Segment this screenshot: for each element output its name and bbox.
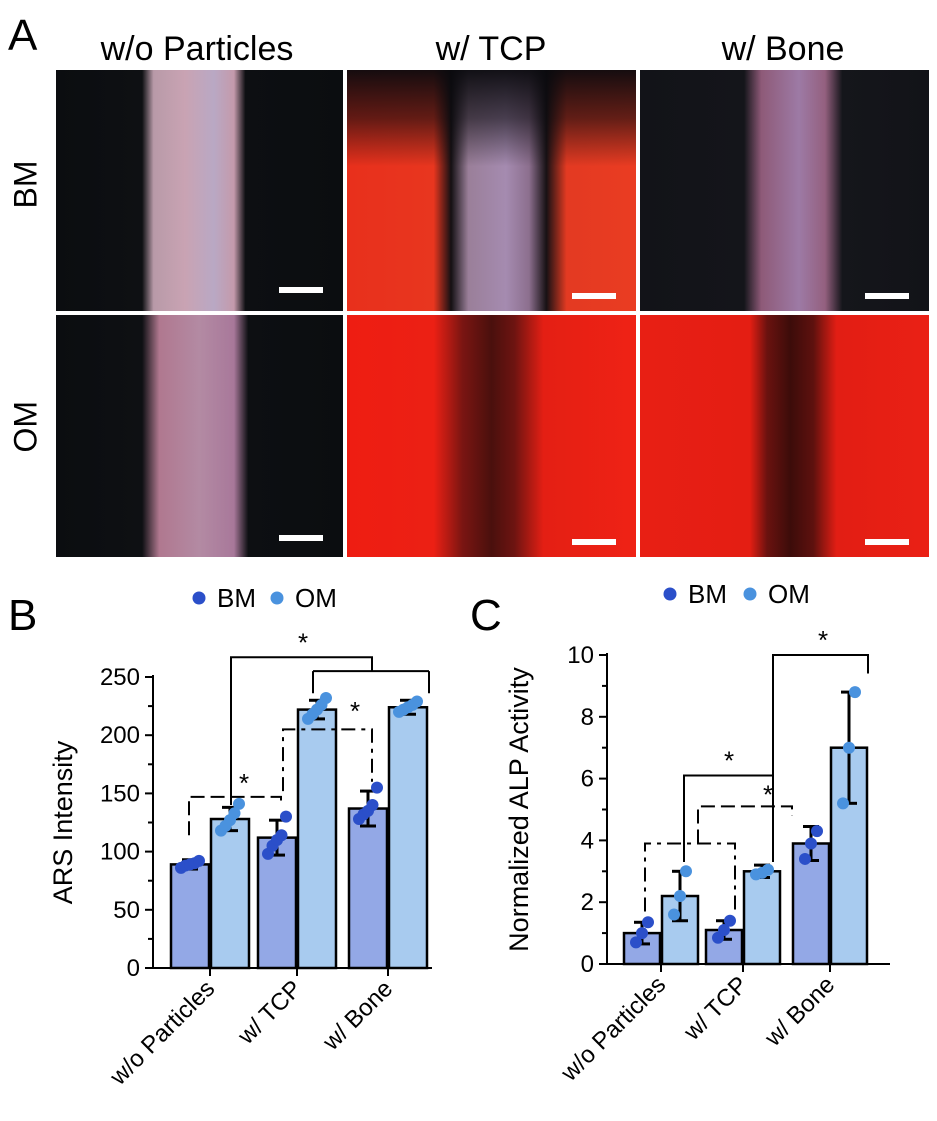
- chart-ars-intensity: 0 50 100 150 200 250 ARS Intensity BM OM w/o Part…: [48, 583, 432, 1091]
- significance-star: *: [818, 625, 828, 655]
- data-point-bm: [805, 837, 817, 850]
- significance-bracket: [188, 795, 282, 836]
- micrograph-bm-tcp: [347, 70, 636, 311]
- data-point-bm: [636, 927, 648, 940]
- scale-bar: [572, 539, 616, 545]
- y-tick-label: 150: [100, 780, 140, 807]
- scale-bar: [865, 293, 909, 299]
- micrograph-bm-without-particles: [56, 70, 343, 311]
- chart-alp-activity: 0 2 4 6 8 10 Normalized ALP Activity BM OM w/o Pa…: [504, 579, 890, 1087]
- data-point-om: [762, 863, 774, 876]
- panel-b-letter: B: [8, 591, 38, 640]
- micrograph-om-without-particles: [56, 315, 343, 557]
- y-tick-label: 0: [581, 951, 594, 978]
- y-axis-label: ARS Intensity: [48, 740, 78, 904]
- x-tick-label: w/ TCP: [678, 971, 753, 1046]
- y-tick-label: 6: [581, 766, 594, 793]
- x-tick-label: w/ Bone: [317, 975, 398, 1056]
- column-title-without-particles: w/o Particles: [100, 30, 294, 68]
- bar-bm: [347, 807, 389, 970]
- scale-bar: [279, 535, 323, 541]
- data-point-bm: [630, 936, 642, 949]
- legend-marker-om: [270, 591, 284, 605]
- data-point-om: [849, 686, 861, 699]
- data-point-bm: [799, 852, 811, 865]
- significance-bracket: [683, 774, 774, 863]
- bar-om: [742, 870, 782, 966]
- data-point-om: [228, 807, 241, 820]
- legend-label-bm: BM: [217, 583, 256, 613]
- bar-om: [387, 706, 429, 970]
- data-point-bm: [811, 825, 823, 838]
- legend-marker-bm: [192, 591, 206, 605]
- significance-star: *: [724, 745, 734, 775]
- y-tick-label: 4: [581, 827, 594, 854]
- micrograph-bm-bone: [640, 70, 929, 311]
- data-point-bm: [642, 916, 654, 929]
- significance-bracket: [697, 805, 793, 844]
- data-point-om: [411, 695, 423, 708]
- data-point-bm: [371, 781, 383, 794]
- panel-c-letter: C: [470, 591, 502, 640]
- y-tick-label: 0: [127, 955, 140, 982]
- legend-label-om: OM: [295, 583, 337, 613]
- significance-star: *: [239, 768, 249, 798]
- data-point-om: [837, 797, 849, 810]
- data-point-om: [680, 865, 692, 878]
- significance-star: *: [350, 696, 360, 726]
- data-point-om: [320, 691, 332, 704]
- legend-marker-om: [743, 587, 757, 601]
- significance-bracket: [644, 842, 736, 912]
- y-axis-label: Normalized ALP Activity: [504, 667, 534, 952]
- y-tick-label: 100: [100, 839, 140, 866]
- x-tick-label: w/o Particles: [104, 975, 220, 1091]
- column-title-bone: w/ Bone: [721, 30, 845, 68]
- data-point-om: [843, 741, 855, 754]
- data-point-bm: [724, 914, 736, 927]
- micrograph-om-tcp: [347, 315, 636, 557]
- bar-om: [209, 817, 251, 970]
- y-tick-label: 200: [100, 722, 140, 749]
- y-tick-label: 10: [567, 642, 594, 669]
- y-tick-label: 250: [100, 664, 140, 691]
- significance-bracket: [282, 728, 373, 792]
- bar-bm: [169, 863, 211, 970]
- scale-bar: [572, 293, 616, 299]
- legend-marker-bm: [663, 587, 677, 601]
- significance-star: *: [298, 627, 308, 657]
- data-point-bm: [275, 829, 288, 842]
- micrograph-om-bone: [640, 315, 929, 557]
- significance-star: *: [763, 779, 773, 809]
- data-point-om: [674, 890, 686, 903]
- bar-bm: [256, 836, 298, 970]
- y-tick-label: 8: [581, 704, 594, 731]
- x-tick-label: w/o Particles: [555, 971, 671, 1087]
- y-tick-label: 50: [113, 897, 140, 924]
- row-title-om: OM: [7, 400, 44, 453]
- x-tick-label: w/ TCP: [232, 975, 307, 1050]
- data-point-bm: [193, 854, 205, 867]
- row-title-bm: BM: [7, 160, 44, 209]
- data-point-om: [233, 797, 245, 810]
- data-point-om: [668, 908, 680, 921]
- significance-bracket: [230, 656, 430, 806]
- data-point-bm: [366, 799, 379, 812]
- column-title-tcp: w/ TCP: [435, 30, 547, 68]
- bar-bm: [791, 842, 831, 966]
- bar-om: [296, 708, 338, 970]
- y-tick-label: 2: [581, 889, 594, 916]
- significance-bracket: [772, 654, 869, 776]
- panel-a-letter: A: [8, 11, 38, 60]
- legend-label-om: OM: [768, 579, 810, 609]
- scale-bar: [865, 539, 909, 545]
- legend-label-bm: BM: [688, 579, 727, 609]
- data-point-bm: [718, 924, 730, 937]
- x-tick-label: w/ Bone: [759, 971, 840, 1052]
- scale-bar: [279, 287, 323, 293]
- data-point-bm: [280, 810, 292, 823]
